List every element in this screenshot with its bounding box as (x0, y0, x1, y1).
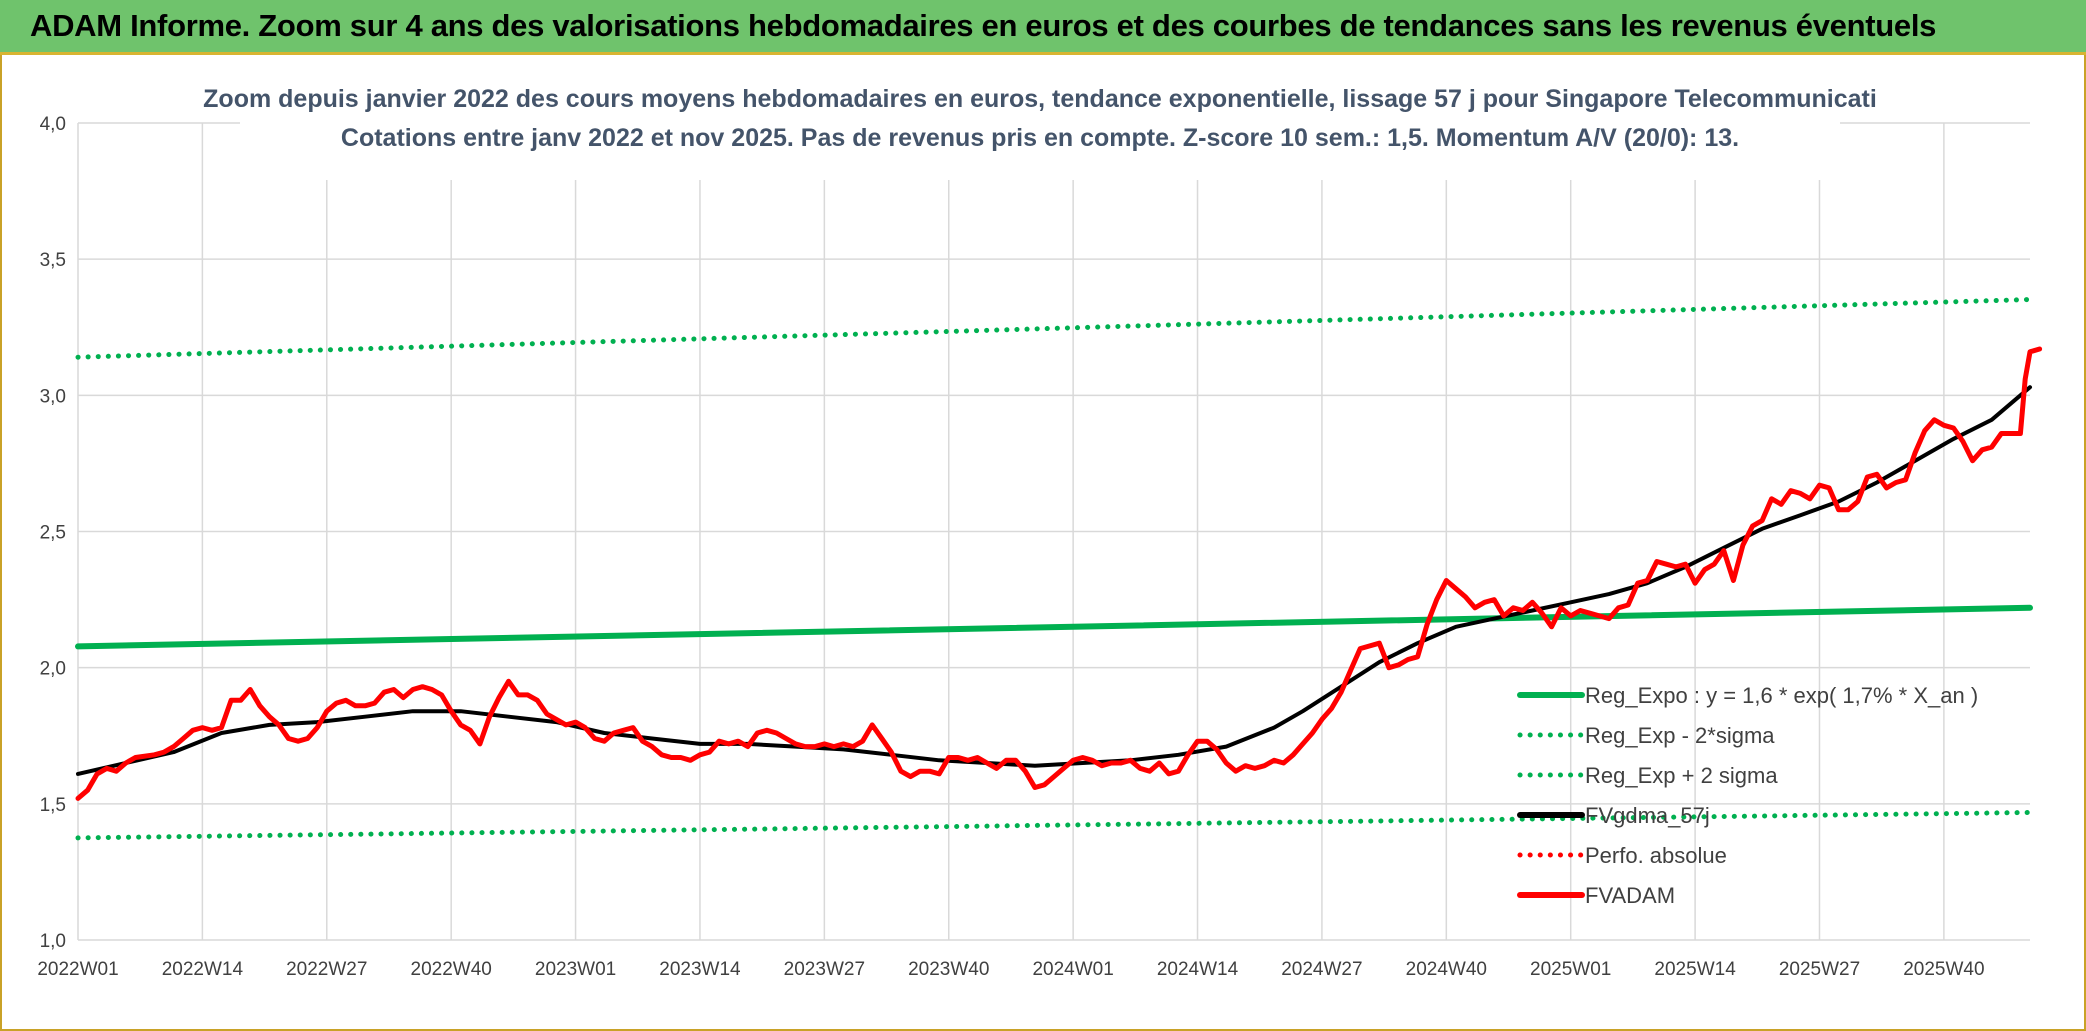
y-tick-label: 4,0 (40, 114, 66, 135)
chart-title-background (240, 80, 1840, 180)
chart-legend: Reg_Expo : y = 1,6 * exp( 1,7% * X_an ) R… (1517, 683, 1978, 908)
legend-label: Reg_Exp + 2 sigma (1585, 763, 1778, 788)
grid-lines (77, 122, 2030, 941)
legend-label: Reg_Exp - 2*sigma (1585, 723, 1775, 748)
x-tick-label: 2022W14 (162, 959, 244, 980)
x-tick-label: 2022W01 (37, 959, 118, 980)
x-tick-label: 2023W14 (659, 959, 741, 980)
series-line-1 (75, 810, 2033, 841)
x-tick-label: 2023W40 (908, 959, 989, 980)
x-tick-label: 2022W27 (286, 959, 367, 980)
series-line-0 (75, 604, 2033, 650)
series-lines (75, 297, 2043, 841)
series-line-2 (75, 297, 2033, 360)
x-tick-label: 2025W01 (1530, 959, 1611, 980)
y-tick-label: 2,5 (40, 523, 66, 544)
report-banner: ADAM Informe. Zoom sur 4 ans des valoris… (0, 0, 2086, 55)
legend-label: FVgdma_57j (1585, 803, 1710, 828)
x-tick-label: 2023W27 (784, 959, 865, 980)
x-tick-label: 2023W01 (535, 959, 616, 980)
y-tick-label: 3,5 (40, 250, 66, 271)
x-axis-ticks: 2022W01 2022W14 2022W27 2022W40 2023W01 2023W… (37, 959, 1984, 980)
legend-label: FVADAM (1585, 883, 1675, 908)
x-tick-label: 2024W14 (1157, 959, 1239, 980)
x-tick-label: 2024W27 (1281, 959, 1362, 980)
legend-label: Reg_Expo : y = 1,6 * exp( 1,7% * X_an ) (1585, 683, 1978, 708)
y-tick-label: 2,0 (40, 659, 66, 680)
series-line-3 (76, 385, 2032, 776)
chart-subtitle: Cotations entre janv 2022 et nov 2025. P… (341, 124, 1739, 152)
legend-label: Perfo. absolue (1585, 843, 1727, 868)
x-tick-label: 2024W40 (1406, 959, 1487, 980)
y-axis-ticks: 1,0 1,5 2,0 2,5 3,0 3,5 4,0 (40, 114, 66, 952)
series-line-5 (75, 346, 2043, 801)
x-tick-label: 2025W40 (1903, 959, 1984, 980)
report-title: ADAM Informe. Zoom sur 4 ans des valoris… (30, 8, 1937, 43)
y-tick-label: 3,0 (40, 386, 66, 407)
x-tick-label: 2022W40 (411, 959, 492, 980)
x-tick-label: 2025W14 (1654, 959, 1736, 980)
chart-title: Zoom depuis janvier 2022 des cours moyen… (203, 85, 1877, 113)
x-tick-label: 2024W01 (1032, 959, 1113, 980)
y-tick-label: 1,5 (40, 795, 66, 816)
y-tick-label: 1,0 (40, 931, 66, 952)
line-chart: 1,01,52,02,53,03,54,0 2022W01 2022W14 2022… (37, 80, 2043, 980)
x-tick-label: 2025W27 (1779, 959, 1860, 980)
